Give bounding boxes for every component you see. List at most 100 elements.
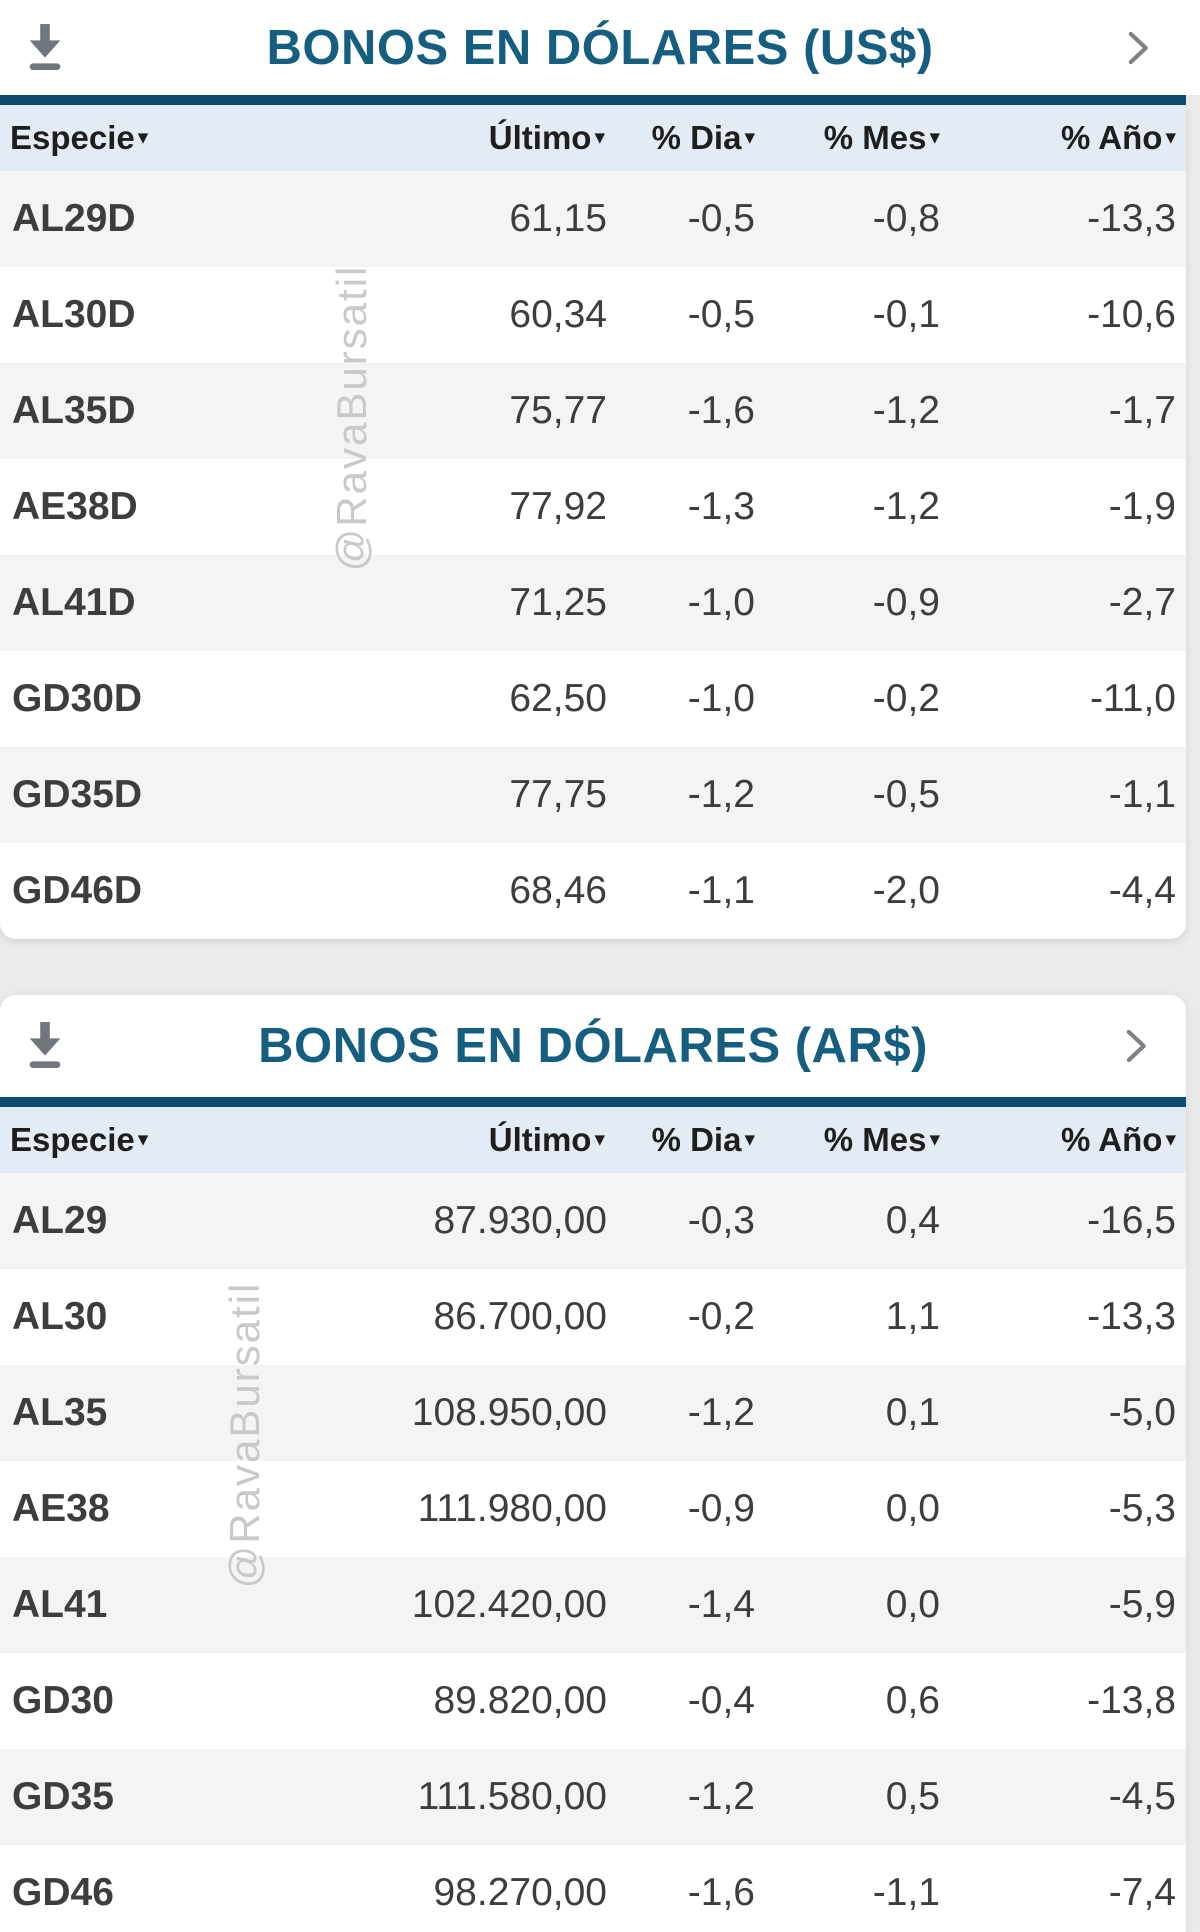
column-header[interactable]: % Dia ▾: [615, 1107, 765, 1173]
ticker-cell[interactable]: AL35: [12, 1391, 108, 1434]
table-row[interactable]: GD35 111.580,00 -1,2 0,5 -4,5: [0, 1749, 1186, 1845]
download-icon: [29, 23, 61, 70]
download-button[interactable]: [22, 1019, 68, 1073]
sort-down-icon: ▾: [1165, 1128, 1176, 1151]
table-row[interactable]: AL29 87.930,00 -0,3 0,4 -16,5: [0, 1173, 1186, 1269]
download-icon: [29, 1022, 61, 1069]
year-change-cell: -1,9: [1108, 485, 1176, 528]
month-change-cell: -1,1: [872, 1871, 940, 1914]
last-price-cell: 71,25: [509, 581, 607, 624]
bonds-usd-title-bar: BONOS EN DÓLARES (US$): [0, 0, 1200, 95]
table-row[interactable]: AL41 102.420,00 -1,4 0,0 -5,9: [0, 1557, 1186, 1653]
table-row[interactable]: AE38D 77,92 -1,3 -1,2 -1,9: [0, 459, 1186, 555]
column-header-label: % Año: [1061, 119, 1163, 156]
accent-bar: [0, 95, 1186, 105]
month-change-cell: 1,1: [885, 1295, 940, 1338]
sort-down-icon: ▾: [929, 1128, 940, 1151]
table-row[interactable]: AL30 86.700,00 -0,2 1,1 -13,3: [0, 1269, 1186, 1365]
column-header-label: % Mes: [823, 1121, 927, 1158]
year-change-cell: -11,0: [1090, 677, 1176, 720]
table-row[interactable]: GD35D 77,75 -1,2 -0,5 -1,1: [0, 747, 1186, 843]
year-change-cell: -1,1: [1108, 773, 1176, 816]
month-change-cell: -0,9: [872, 581, 940, 624]
day-change-cell: -1,6: [687, 1871, 755, 1914]
bonds-ars-card: BONOS EN DÓLARES (AR$) Especie ▾ Último ▾ …: [0, 995, 1186, 1932]
column-header[interactable]: % Año ▾: [950, 105, 1186, 171]
ticker-cell[interactable]: AE38: [12, 1487, 110, 1530]
ticker-cell[interactable]: AL41D: [12, 581, 136, 624]
month-change-cell: 0,5: [885, 1775, 940, 1818]
year-change-cell: -1,7: [1108, 389, 1176, 432]
year-change-cell: -4,5: [1108, 1775, 1176, 1818]
day-change-cell: -1,0: [687, 581, 755, 624]
ticker-cell[interactable]: AL29: [12, 1199, 108, 1242]
table-row[interactable]: GD30D 62,50 -1,0 -0,2 -11,0: [0, 651, 1186, 747]
header-row: Especie ▾ Último ▾ % Dia ▾ % Mes ▾ % Año ▾: [0, 105, 1186, 171]
day-change-cell: -0,9: [687, 1487, 755, 1530]
last-price-cell: 77,75: [509, 773, 607, 816]
ticker-cell[interactable]: AL30D: [12, 293, 136, 336]
last-price-cell: 75,77: [509, 389, 607, 432]
last-price-cell: 77,92: [509, 485, 607, 528]
ticker-cell[interactable]: AL35D: [12, 389, 136, 432]
last-price-cell: 108.950,00: [411, 1391, 607, 1434]
ticker-cell[interactable]: GD46: [12, 1871, 114, 1914]
month-change-cell: -1,2: [872, 485, 940, 528]
day-change-cell: -1,4: [687, 1583, 755, 1626]
column-header[interactable]: Último ▾: [345, 105, 615, 171]
column-header-label: % Dia: [651, 1121, 742, 1158]
day-change-cell: -1,6: [687, 389, 755, 432]
ticker-cell[interactable]: GD30D: [12, 677, 143, 720]
day-change-cell: -1,1: [687, 869, 755, 912]
sort-down-icon: ▾: [744, 1128, 755, 1151]
table-row[interactable]: AL35D 75,77 -1,6 -1,2 -1,7: [0, 363, 1186, 459]
table-row[interactable]: AL35 108.950,00 -1,2 0,1 -5,0: [0, 1365, 1186, 1461]
column-header[interactable]: % Mes ▾: [765, 105, 950, 171]
year-change-cell: -13,8: [1087, 1679, 1176, 1722]
sort-down-icon: ▾: [929, 126, 940, 149]
sort-down-icon: ▾: [137, 126, 149, 149]
column-header[interactable]: Especie ▾: [0, 105, 345, 171]
column-header[interactable]: Especie ▾: [0, 1107, 345, 1173]
table-row[interactable]: AL30D 60,34 -0,5 -0,1 -10,6: [0, 267, 1186, 363]
month-change-cell: -0,2: [872, 677, 940, 720]
table-row[interactable]: GD46 98.270,00 -1,6 -1,1 -7,4: [0, 1845, 1186, 1932]
table-row[interactable]: GD30 89.820,00 -0,4 0,6 -13,8: [0, 1653, 1186, 1749]
column-header[interactable]: % Mes ▾: [765, 1107, 950, 1173]
year-change-cell: -2,7: [1108, 581, 1176, 624]
last-price-cell: 98.270,00: [433, 1871, 607, 1914]
ticker-cell[interactable]: AL29D: [12, 197, 136, 240]
ticker-cell[interactable]: GD30: [12, 1679, 114, 1722]
column-header[interactable]: Último ▾: [345, 1107, 615, 1173]
header-row: Especie ▾ Último ▾ % Dia ▾ % Mes ▾ % Año ▾: [0, 1107, 1186, 1173]
year-change-cell: -13,3: [1087, 1295, 1176, 1338]
month-change-cell: 0,6: [885, 1679, 940, 1722]
month-change-cell: 0,0: [885, 1487, 940, 1530]
column-header[interactable]: % Año ▾: [950, 1107, 1186, 1173]
ticker-cell[interactable]: AL41: [12, 1583, 108, 1626]
table-row[interactable]: AL29D 61,15 -0,5 -0,8 -13,3: [0, 171, 1186, 267]
bonds-ars-table: Especie ▾ Último ▾ % Dia ▾ % Mes ▾ % Año ▾ AL…: [0, 1107, 1186, 1932]
download-button[interactable]: [22, 21, 68, 75]
expand-button[interactable]: [1116, 25, 1158, 71]
bonds-ars-title-bar: BONOS EN DÓLARES (AR$): [0, 995, 1186, 1097]
table-row[interactable]: GD46D 68,46 -1,1 -2,0 -4,4: [0, 843, 1186, 939]
ticker-cell[interactable]: AE38D: [12, 485, 138, 528]
last-price-cell: 89.820,00: [433, 1679, 607, 1722]
ticker-cell[interactable]: GD35D: [12, 773, 143, 816]
column-header[interactable]: % Dia ▾: [615, 105, 765, 171]
last-price-cell: 86.700,00: [433, 1295, 607, 1338]
last-price-cell: 111.580,00: [417, 1775, 607, 1818]
year-change-cell: -5,0: [1108, 1391, 1176, 1434]
day-change-cell: -0,5: [687, 197, 755, 240]
column-header-label: Último: [488, 1121, 592, 1158]
month-change-cell: -0,1: [872, 293, 940, 336]
ticker-cell[interactable]: GD35: [12, 1775, 114, 1818]
ticker-cell[interactable]: AL30: [12, 1295, 108, 1338]
ticker-cell[interactable]: GD46D: [12, 869, 143, 912]
table-row[interactable]: AL41D 71,25 -1,0 -0,9 -2,7: [0, 555, 1186, 651]
table-title: BONOS EN DÓLARES (AR$): [258, 1019, 928, 1073]
table-row[interactable]: AE38 111.980,00 -0,9 0,0 -5,3: [0, 1461, 1186, 1557]
year-change-cell: -5,3: [1108, 1487, 1176, 1530]
expand-button[interactable]: [1114, 1023, 1156, 1069]
